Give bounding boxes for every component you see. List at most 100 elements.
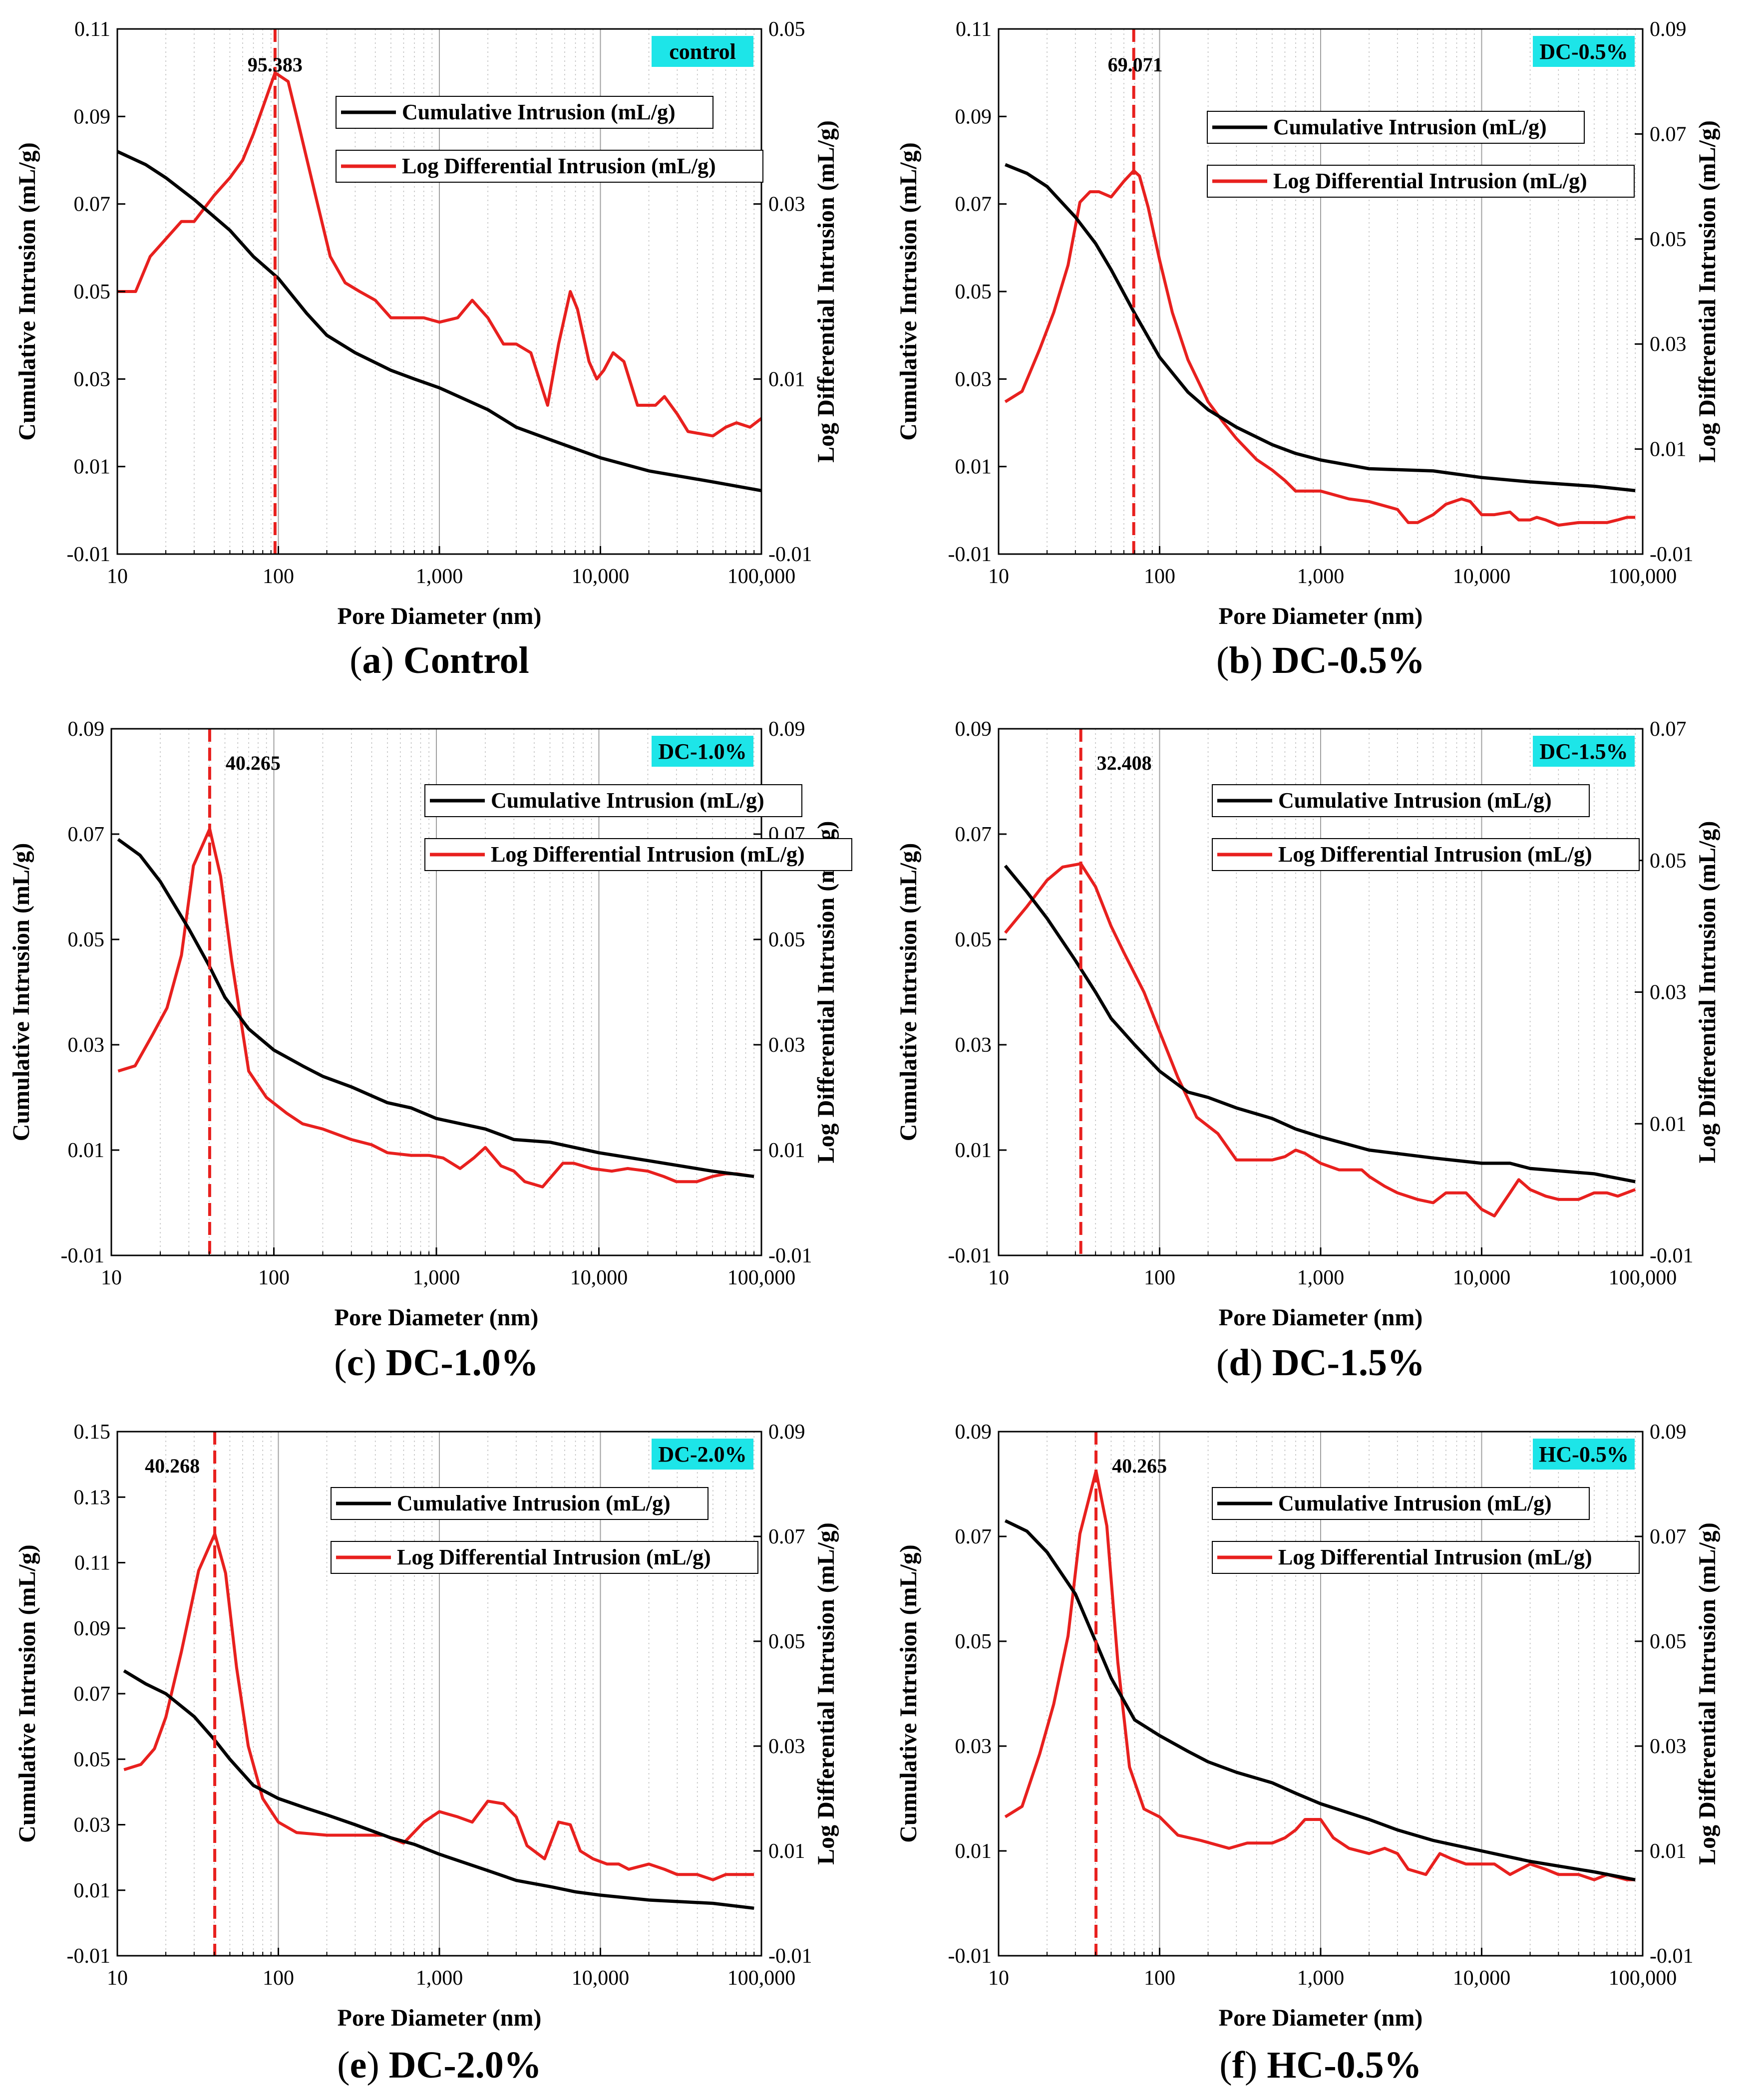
y-tick-label-right: 0.01 [1650, 1113, 1687, 1136]
legend-box [1212, 838, 1640, 871]
y-tick-label-left: 0.07 [955, 1525, 992, 1548]
x-axis: 10 100 1,000 10,000 100,000 [107, 1948, 795, 1990]
legend-label-cumulative: Cumulative Intrusion (mL/g) [1278, 788, 1552, 813]
y-tick-label-right: 0.09 [1650, 1421, 1687, 1444]
y-tick-label-right: -0.01 [1650, 543, 1694, 566]
y-tick-label-left: 0.11 [956, 18, 992, 41]
y-tick-label-right: 0.01 [1650, 1840, 1687, 1863]
legend-label-cumulative: Cumulative Intrusion (mL/g) [402, 100, 676, 124]
y-axis-title-left: Cumulative Intrusion (mL/g) [14, 142, 40, 440]
series-cumulative [123, 1669, 754, 1910]
x-tick-label: 100,000 [1609, 565, 1677, 588]
y-axis-left: -0.01 0.01 0.03 0.05 0.07 0.09 [948, 718, 1007, 1267]
y-axis-left: -0.01 0.01 0.03 0.05 0.07 0.09 0.11 [67, 18, 125, 566]
peak-label: 32.408 [1097, 752, 1152, 774]
y-tick-label-right: -0.01 [768, 1244, 812, 1267]
legend-box [331, 1487, 708, 1520]
x-tick-label: 100,000 [727, 1266, 796, 1289]
y-tick-label-right: 0.03 [768, 1735, 805, 1758]
x-axis-title: Pore Diameter (nm) [338, 2005, 542, 2031]
panel-b: 69.071 10 100 1,000 10,000 100,000 Pore Diamet… [895, 18, 1721, 681]
x-tick-label: 10 [107, 1967, 128, 1990]
y-tick-label-left: 0.13 [74, 1486, 111, 1509]
x-tick-label: 10,000 [570, 1266, 628, 1289]
badge-bg [652, 36, 753, 67]
panel-caption: (f) HC-0.5% [1219, 2044, 1421, 2086]
x-tick-label: 1,000 [1297, 565, 1345, 588]
grid [1047, 29, 1636, 554]
y-tick-label-left: 0.07 [74, 193, 111, 216]
y-tick-label-right: 0.05 [1650, 850, 1687, 873]
peak-label: 69.071 [1108, 53, 1163, 76]
y-tick-label-right: 0.01 [768, 1840, 805, 1863]
y-tick-label-left: 0.09 [74, 1617, 111, 1640]
x-tick-label: 10 [107, 565, 128, 588]
peak-label: 40.265 [1112, 1455, 1167, 1477]
y-axis-title-right: Log Differential Intrusion (mL/g) [1694, 1522, 1721, 1865]
x-tick-label: 1,000 [413, 1266, 460, 1289]
sample-badge: HC-0.5% [1539, 1442, 1629, 1467]
sample-badge: DC-1.5% [1539, 739, 1628, 764]
grid [1047, 1432, 1636, 1956]
y-tick-label-left: 0.01 [68, 1139, 105, 1162]
y-tick-label-left: 0.03 [955, 368, 992, 391]
legend-label-log-differential: Log Differential Intrusion (mL/g) [1273, 169, 1587, 193]
sample-badge: DC-1.0% [658, 739, 746, 764]
y-tick-label-left: 0.03 [955, 1735, 992, 1758]
x-axis: 10 100 1,000 10,000 100,000 [988, 1247, 1677, 1289]
y-tick-label-left: 0.05 [74, 1748, 111, 1771]
y-tick-label-left: -0.01 [67, 1945, 111, 1968]
y-tick-label-left: 0.11 [74, 18, 110, 41]
x-axis-title: Pore Diameter (nm) [338, 603, 542, 629]
series-log-differential [1004, 169, 1636, 527]
y-axis-title-right: Log Differential Intrusion (mL/g) [813, 120, 839, 463]
x-tick-label: 100 [258, 1266, 290, 1289]
legend-label-cumulative: Cumulative Intrusion (mL/g) [397, 1491, 671, 1515]
series-log-differential [117, 827, 754, 1189]
y-axis-right: -0.010.010.030.050.070.09 [753, 1421, 812, 1968]
y-tick-label-right: -0.01 [768, 543, 812, 566]
y-tick-label-right: 0.09 [768, 718, 805, 741]
x-axis-title: Pore Diameter (nm) [335, 1304, 539, 1331]
x-tick-label: 10,000 [1453, 565, 1511, 588]
y-tick-label-right: 0.07 [768, 1525, 805, 1548]
peak-label: 95.383 [248, 53, 303, 76]
x-tick-label: 10,000 [1453, 1266, 1511, 1289]
y-tick-label-right: 0.01 [768, 368, 805, 391]
legend-box [1212, 784, 1590, 817]
badge-bg [1533, 736, 1635, 767]
badge-bg [652, 1439, 753, 1470]
y-tick-label-left: 0.03 [68, 1034, 105, 1057]
legend-box [336, 96, 713, 129]
legend: Cumulative Intrusion (mL/g) Log Different… [1212, 1487, 1640, 1574]
badge-bg [652, 736, 753, 767]
y-tick-label-right: 0.07 [1650, 1525, 1687, 1548]
y-tick-label-right: 0.05 [768, 1630, 805, 1653]
legend-box [336, 150, 763, 183]
legend-label-cumulative: Cumulative Intrusion (mL/g) [491, 788, 764, 813]
x-axis: 10 100 1,000 10,000 100,000 [988, 1948, 1677, 1990]
y-tick-label-left: -0.01 [948, 1244, 992, 1267]
y-tick-label-right: 0.01 [1650, 438, 1687, 461]
x-axis-title: Pore Diameter (nm) [1219, 2005, 1423, 2031]
x-tick-label: 100,000 [1609, 1266, 1677, 1289]
y-axis-right: -0.010.010.030.050.070.09 [753, 718, 812, 1267]
y-tick-label-right: -0.01 [768, 1945, 812, 1968]
y-axis-title-right: Log Differential Intrusion (mL/g) [1694, 821, 1721, 1164]
x-tick-label: 100 [263, 1967, 294, 1990]
y-axis-title-left: Cumulative Intrusion (mL/g) [895, 142, 922, 440]
y-axis-title-left: Cumulative Intrusion (mL/g) [14, 1544, 40, 1842]
y-axis-title-left: Cumulative Intrusion (mL/g) [895, 1544, 922, 1842]
panel-caption: (a) Control [350, 639, 529, 681]
y-tick-label-right: 0.03 [768, 193, 805, 216]
y-tick-label-left: 0.07 [955, 193, 992, 216]
x-tick-label: 100,000 [727, 565, 796, 588]
series-cumulative [117, 838, 754, 1179]
y-axis-right: -0.010.010.030.050.070.09 [1635, 1421, 1694, 1968]
y-tick-label-left: 0.01 [74, 1879, 111, 1902]
x-axis-title: Pore Diameter (nm) [1219, 1304, 1423, 1331]
y-tick-label-right: 0.01 [768, 1139, 805, 1162]
legend-label-log-differential: Log Differential Intrusion (mL/g) [1278, 1545, 1592, 1569]
panel-caption: (b) DC-0.5% [1216, 639, 1425, 681]
